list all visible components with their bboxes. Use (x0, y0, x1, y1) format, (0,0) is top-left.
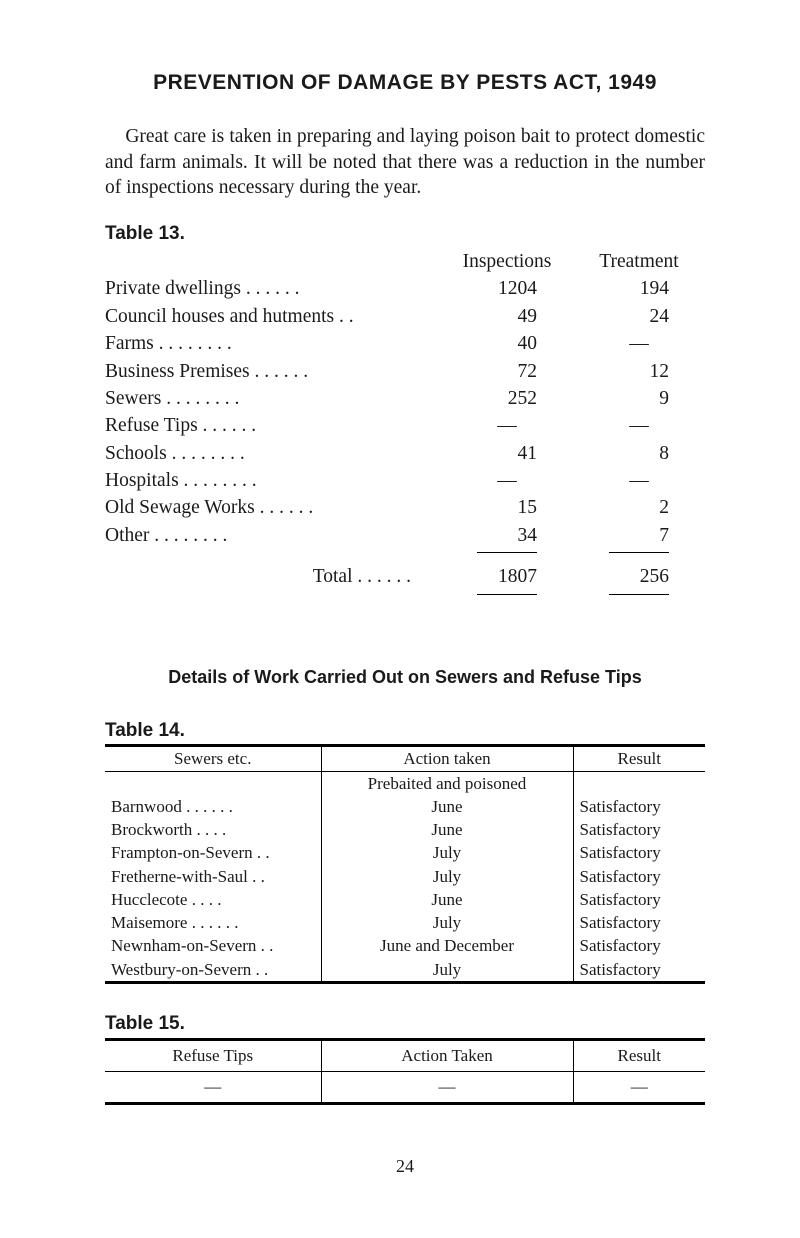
table-row: Frampton-on-Severn . .JulySatisfactory (105, 841, 705, 864)
row-inspections: 49 (477, 305, 537, 329)
table-row: Schools . . . . . . . . 41 8 (105, 440, 705, 467)
row-treatment: 7 (609, 524, 669, 548)
document-page: PREVENTION OF DAMAGE BY PESTS ACT, 1949 … (0, 0, 800, 1238)
table-row: Business Premises . . . . . . 72 12 (105, 358, 705, 385)
page-title: PREVENTION OF DAMAGE BY PESTS ACT, 1949 (105, 70, 705, 96)
table13-empty-header (105, 248, 441, 276)
row-inspections: 34 (477, 524, 537, 548)
page-number: 24 (105, 1155, 705, 1178)
table13-label: Table 13. (105, 222, 705, 246)
row-inspections: — (477, 469, 537, 493)
table-row: Refuse Tips . . . . . . — — (105, 413, 705, 440)
table13: Inspections Treatment Private dwellings … (105, 248, 705, 596)
table15-h3: Result (573, 1039, 705, 1071)
table-row: Prebaited and poisoned (105, 771, 705, 795)
table-row: Farms . . . . . . . . 40 — (105, 331, 705, 358)
row-inspections: 252 (477, 387, 537, 411)
row-label: Sewers . . . . . . . . (105, 385, 441, 412)
table-row: Sewers . . . . . . . . 252 9 (105, 385, 705, 412)
row-label: Private dwellings . . . . . . (105, 276, 441, 303)
row-label: Farms . . . . . . . . (105, 331, 441, 358)
row-treatment: — (609, 414, 669, 438)
row-treatment: 24 (609, 305, 669, 329)
table14-h2: Action taken (321, 746, 573, 771)
table-row: Brockworth . . . .JuneSatisfactory (105, 818, 705, 841)
intro-paragraph: Great care is taken in preparing and lay… (105, 124, 705, 200)
total-inspections: 1807 (477, 563, 537, 589)
row-inspections: 40 (477, 332, 537, 356)
row-label: Refuse Tips . . . . . . (105, 413, 441, 440)
table-row: Maisemore . . . . . .JulySatisfactory (105, 911, 705, 934)
table-row: Newnham-on-Severn . .June and DecemberSa… (105, 934, 705, 957)
total-label: Total . . . . . . (105, 562, 441, 591)
table15: Refuse Tips Action Taken Result — — — (105, 1038, 705, 1105)
table-row: Old Sewage Works . . . . . . 15 2 (105, 495, 705, 522)
t15-c2: — (321, 1071, 573, 1103)
row-treatment: — (609, 469, 669, 493)
table14-label: Table 14. (105, 719, 705, 743)
table14-h1: Sewers etc. (105, 746, 321, 771)
row-label: Council houses and hutments . . (105, 303, 441, 330)
row-treatment: 12 (609, 360, 669, 384)
row-label: Schools . . . . . . . . (105, 440, 441, 467)
total-treatment: 256 (609, 563, 669, 589)
row-treatment: 9 (609, 387, 669, 411)
t15-c3: — (573, 1071, 705, 1103)
table13-total-row: Total . . . . . . 1807 256 (105, 562, 705, 591)
table-row: — — — (105, 1071, 705, 1103)
row-treatment: 194 (609, 277, 669, 301)
row-label: Business Premises . . . . . . (105, 358, 441, 385)
table15-h1: Refuse Tips (105, 1039, 321, 1071)
table14-h3: Result (573, 746, 705, 771)
table13-header-inspections: Inspections (441, 248, 573, 276)
row-inspections: 1204 (477, 277, 537, 301)
row-treatment: 8 (609, 442, 669, 466)
table-row: Hospitals . . . . . . . . — — (105, 468, 705, 495)
prebait-label: Prebaited and poisoned (321, 771, 573, 795)
table-row: Council houses and hutments . . 49 24 (105, 303, 705, 330)
t15-c1: — (105, 1071, 321, 1103)
table15-h2: Action Taken (321, 1039, 573, 1071)
intro-text: Great care is taken in preparing and lay… (105, 126, 705, 198)
table-row: Private dwellings . . . . . . 1204 194 (105, 276, 705, 303)
table-row: Hucclecote . . . .JuneSatisfactory (105, 888, 705, 911)
row-label: Hospitals . . . . . . . . (105, 468, 441, 495)
row-treatment: — (609, 332, 669, 356)
row-inspections: 41 (477, 442, 537, 466)
table15-label: Table 15. (105, 1012, 705, 1036)
row-treatment: 2 (609, 496, 669, 520)
table13-header-treatment: Treatment (573, 248, 705, 276)
table-row: Barnwood . . . . . .JuneSatisfactory (105, 795, 705, 818)
subheading: Details of Work Carried Out on Sewers an… (105, 666, 705, 689)
row-inspections: — (477, 414, 537, 438)
table-row: Other . . . . . . . . 34 7 (105, 522, 705, 549)
table14: Sewers etc. Action taken Result Prebaite… (105, 744, 705, 984)
table-row: Westbury-on-Severn . .JulySatisfactory (105, 958, 705, 983)
row-inspections: 72 (477, 360, 537, 384)
table-row: Fretherne-with-Saul . .JulySatisfactory (105, 865, 705, 888)
row-label: Old Sewage Works . . . . . . (105, 495, 441, 522)
row-label: Other . . . . . . . . (105, 522, 441, 549)
row-inspections: 15 (477, 496, 537, 520)
